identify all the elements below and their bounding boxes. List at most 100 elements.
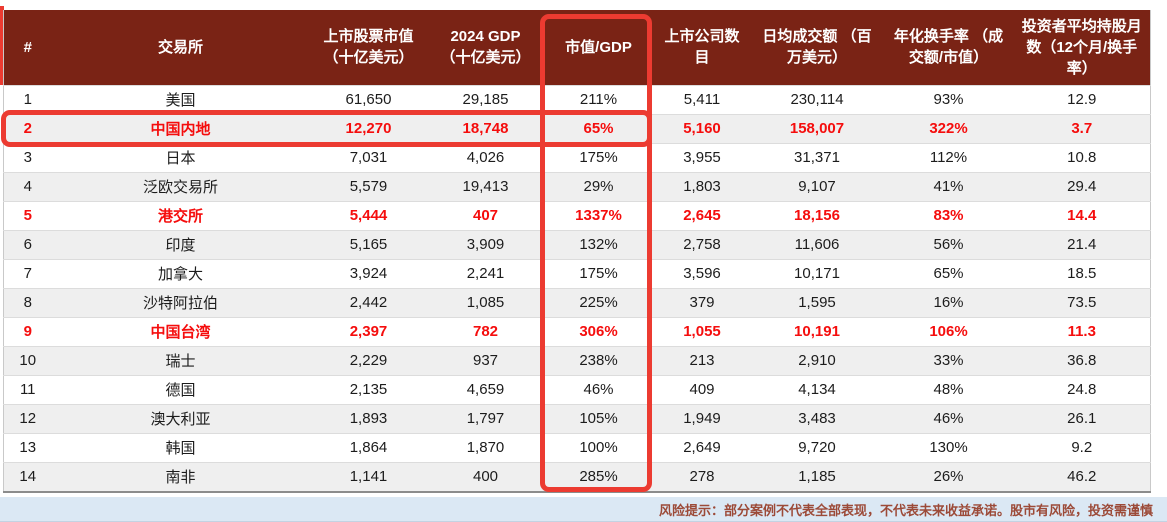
table-body: 1 美国 61,650 29,185 211% 5,411 230,114 93… [3,84,1151,492]
cell-gdp: 2,241 [427,258,544,288]
cell-exchange: 韩国 [51,432,310,462]
table-row: 6 印度 5,165 3,909 132% 2,758 11,606 56% 2… [3,229,1151,259]
cell-market-cap: 5,579 [309,171,428,201]
cell-companies: 1,803 [653,171,751,201]
cell-turnover-rate: 56% [883,229,1014,259]
cell-exchange: 澳大利亚 [51,403,310,433]
cell-market-cap: 5,165 [309,229,428,259]
cell-companies: 2,649 [653,432,751,462]
cell-holding-months: 46.2 [1013,461,1151,492]
cell-market-cap: 3,924 [309,258,428,288]
cell-rank: 1 [3,84,52,114]
cell-companies: 2,645 [653,200,751,230]
cell-exchange: 加拿大 [51,258,310,288]
cell-gdp: 1,870 [427,432,544,462]
cell-cap-to-gdp: 175% [543,258,654,288]
cell-cap-to-gdp: 175% [543,142,654,172]
cell-companies: 1,949 [653,403,751,433]
cell-exchange: 港交所 [51,200,310,230]
cell-market-cap: 1,893 [309,403,428,433]
cell-turnover-rate: 106% [883,316,1014,346]
cell-holding-months: 73.5 [1013,287,1151,317]
cell-rank: 13 [3,432,52,462]
col-header-holding-months: 投资者平均持股月数（12个月/换手率） [1013,10,1151,85]
cell-turnover-rate: 130% [883,432,1014,462]
cell-exchange: 印度 [51,229,310,259]
cell-rank: 9 [3,316,52,346]
table-row: 4 泛欧交易所 5,579 19,413 29% 1,803 9,107 41%… [3,171,1151,201]
cell-gdp: 400 [427,461,544,492]
table-row: 14 南非 1,141 400 285% 278 1,185 26% 46.2 [3,461,1151,492]
cell-turnover-rate: 46% [883,403,1014,433]
cell-cap-to-gdp: 285% [543,461,654,492]
cell-exchange: 中国台湾 [51,316,310,346]
table-row: 9 中国台湾 2,397 782 306% 1,055 10,191 106% … [3,316,1151,346]
cell-rank: 8 [3,287,52,317]
cell-holding-months: 24.8 [1013,374,1151,404]
cell-companies: 3,596 [653,258,751,288]
table-row: 10 瑞士 2,229 937 238% 213 2,910 33% 36.8 [3,345,1151,375]
cell-rank: 14 [3,461,52,492]
table-row: 2 中国内地 12,270 18,748 65% 5,160 158,007 3… [3,113,1151,143]
cell-daily-turnover: 11,606 [750,229,884,259]
table-row: 13 韩国 1,864 1,870 100% 2,649 9,720 130% … [3,432,1151,462]
cell-gdp: 1,797 [427,403,544,433]
cell-market-cap: 2,135 [309,374,428,404]
cell-rank: 5 [3,200,52,230]
cell-gdp: 407 [427,200,544,230]
table-row: 8 沙特阿拉伯 2,442 1,085 225% 379 1,595 16% 7… [3,287,1151,317]
cell-gdp: 19,413 [427,171,544,201]
cell-turnover-rate: 26% [883,461,1014,492]
cell-daily-turnover: 9,720 [750,432,884,462]
cell-rank: 12 [3,403,52,433]
cell-cap-to-gdp: 29% [543,171,654,201]
cell-gdp: 29,185 [427,84,544,114]
cell-rank: 6 [3,229,52,259]
cell-rank: 3 [3,142,52,172]
cell-turnover-rate: 16% [883,287,1014,317]
cell-turnover-rate: 83% [883,200,1014,230]
cell-companies: 3,955 [653,142,751,172]
cell-companies: 1,055 [653,316,751,346]
cell-rank: 4 [3,171,52,201]
cell-exchange: 泛欧交易所 [51,171,310,201]
col-header-companies: 上市公司数目 [653,10,751,85]
col-header-cap-to-gdp: 市值/GDP [543,10,654,85]
cell-market-cap: 61,650 [309,84,428,114]
cell-cap-to-gdp: 100% [543,432,654,462]
cell-holding-months: 10.8 [1013,142,1151,172]
cell-market-cap: 1,141 [309,461,428,492]
cell-gdp: 4,026 [427,142,544,172]
cell-holding-months: 3.7 [1013,113,1151,143]
cell-turnover-rate: 41% [883,171,1014,201]
header-row: # 交易所 上市股票市值 （十亿美元） 2024 GDP （十亿美元） 市值/G… [3,10,1151,85]
cell-turnover-rate: 322% [883,113,1014,143]
red-edge-mark [0,6,4,85]
risk-note: 风险提示：部分案例不代表全部表现，不代表未来收益承诺。股市有风险，投资需谨慎 [658,502,1153,518]
col-header-rank: # [3,10,52,85]
cell-holding-months: 11.3 [1013,316,1151,346]
cell-market-cap: 7,031 [309,142,428,172]
cell-turnover-rate: 93% [883,84,1014,114]
cell-holding-months: 29.4 [1013,171,1151,201]
cell-daily-turnover: 1,595 [750,287,884,317]
data-table: # 交易所 上市股票市值 （十亿美元） 2024 GDP （十亿美元） 市值/G… [3,10,1151,493]
cell-rank: 11 [3,374,52,404]
table-row: 3 日本 7,031 4,026 175% 3,955 31,371 112% … [3,142,1151,172]
table-row: 12 澳大利亚 1,893 1,797 105% 1,949 3,483 46%… [3,403,1151,433]
cell-daily-turnover: 4,134 [750,374,884,404]
cell-cap-to-gdp: 306% [543,316,654,346]
cell-market-cap: 5,444 [309,200,428,230]
footer-bar: 风险提示：部分案例不代表全部表现，不代表未来收益承诺。股市有风险，投资需谨慎 [0,497,1167,522]
cell-daily-turnover: 31,371 [750,142,884,172]
col-header-exchange: 交易所 [51,10,310,85]
cell-companies: 409 [653,374,751,404]
cell-cap-to-gdp: 132% [543,229,654,259]
cell-daily-turnover: 230,114 [750,84,884,114]
cell-exchange: 美国 [51,84,310,114]
cell-market-cap: 2,229 [309,345,428,375]
cell-holding-months: 36.8 [1013,345,1151,375]
cell-market-cap: 2,442 [309,287,428,317]
col-header-turnover-rate: 年化换手率 （成交额/市值） [883,10,1014,85]
cell-daily-turnover: 10,171 [750,258,884,288]
